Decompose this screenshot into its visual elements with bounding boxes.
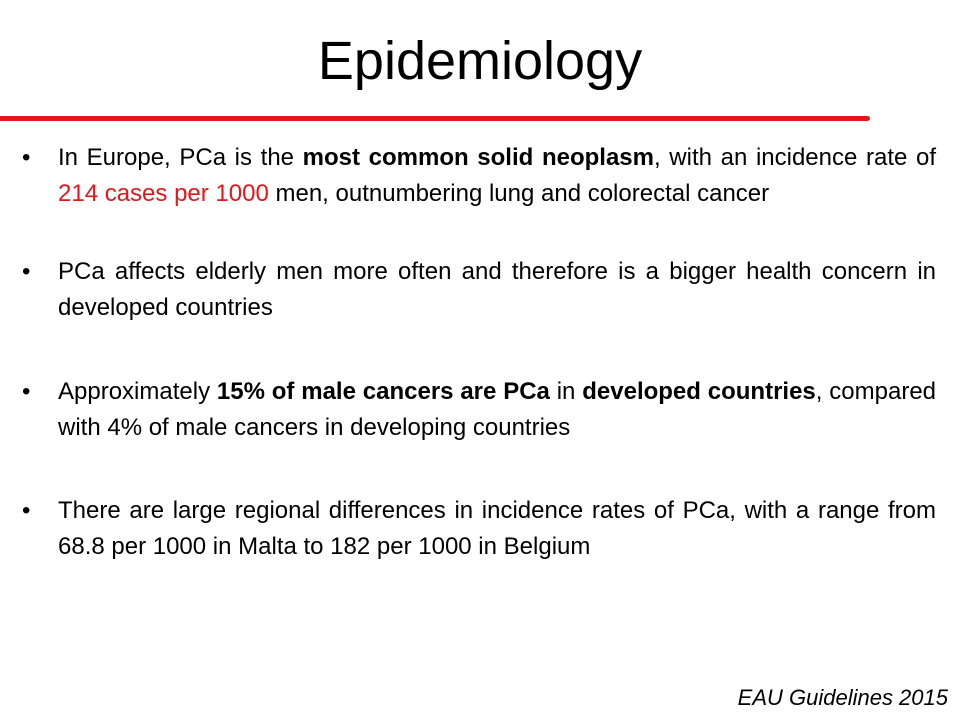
- bullet-item-regional-differences: • There are large regional differences i…: [20, 493, 936, 565]
- bullet-highlight-text: 214 cases per 1000: [58, 180, 269, 207]
- bullet-text: Approximately: [58, 378, 217, 405]
- bullet-dot-icon: •: [22, 144, 31, 171]
- slide-title: Epidemiology: [317, 31, 643, 91]
- bullet-text: men, outnumbering lung and colorectal ca…: [268, 180, 770, 207]
- bullet-dot-icon: •: [22, 497, 31, 524]
- bullet-text: There are large regional differences in …: [58, 497, 936, 560]
- bullet-bold-text: most common solid neoplasm: [302, 144, 654, 171]
- bullet-item-europe-incidence: • In Europe, PCa is the most common soli…: [20, 140, 936, 212]
- bullet-text: , with an incidence rate of: [653, 144, 937, 171]
- bullet-bold-text: developed countries: [582, 378, 816, 405]
- bullet-text: In Europe, PCa is the: [58, 144, 303, 171]
- bullet-list: • In Europe, PCa is the most common soli…: [20, 140, 936, 565]
- bullet-dot-icon: •: [22, 378, 31, 405]
- bullet-dot-icon: •: [22, 258, 31, 285]
- title-underline: [0, 116, 870, 121]
- bullet-text: in: [549, 378, 583, 405]
- bullet-text: , compared with 4% of male cancers in de…: [58, 378, 937, 441]
- bullet-text: PCa affects elderly men more often and t…: [58, 258, 936, 321]
- footer-citation: EAU Guidelines 2015: [737, 685, 948, 710]
- bullet-bold-text: 15% of male cancers are PCa: [216, 378, 550, 405]
- bullet-item-elderly-men: • PCa affects elderly men more often and…: [20, 254, 936, 326]
- bullet-item-developed-countries: • Approximately 15% of male cancers are …: [20, 374, 936, 446]
